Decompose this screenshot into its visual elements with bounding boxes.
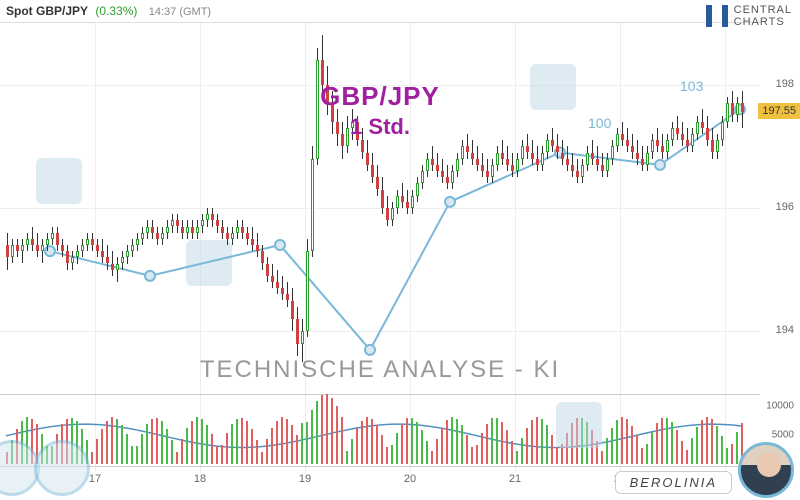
symbol-label: Spot GBP/JPY bbox=[6, 4, 88, 18]
volume-chart[interactable] bbox=[0, 394, 760, 464]
author-badge: BEROLINIA bbox=[615, 471, 732, 494]
logo-line1: CENTRAL bbox=[734, 4, 792, 16]
time-label: 14:37 (GMT) bbox=[149, 6, 211, 18]
change-label: (0.33%) bbox=[95, 4, 137, 18]
chart-header: Spot GBP/JPY (0.33%) 14:37 (GMT) bbox=[6, 4, 211, 18]
logo-line2: CHARTS bbox=[734, 16, 792, 28]
watermark-doc-icon bbox=[556, 402, 602, 448]
current-price-badge: 197.55 bbox=[758, 103, 800, 119]
brand-logo: CENTRAL CHARTS bbox=[706, 4, 792, 28]
price-axis: 194196198197.55 bbox=[760, 22, 800, 392]
author-avatar[interactable] bbox=[738, 442, 794, 498]
logo-text: CENTRAL CHARTS bbox=[734, 4, 792, 28]
logo-icon bbox=[706, 5, 728, 27]
price-chart[interactable]: 100103 GBP/JPY 1 Std. TECHNISCHE ANALYSE… bbox=[0, 22, 760, 392]
nav-next-icon[interactable] bbox=[34, 440, 90, 496]
